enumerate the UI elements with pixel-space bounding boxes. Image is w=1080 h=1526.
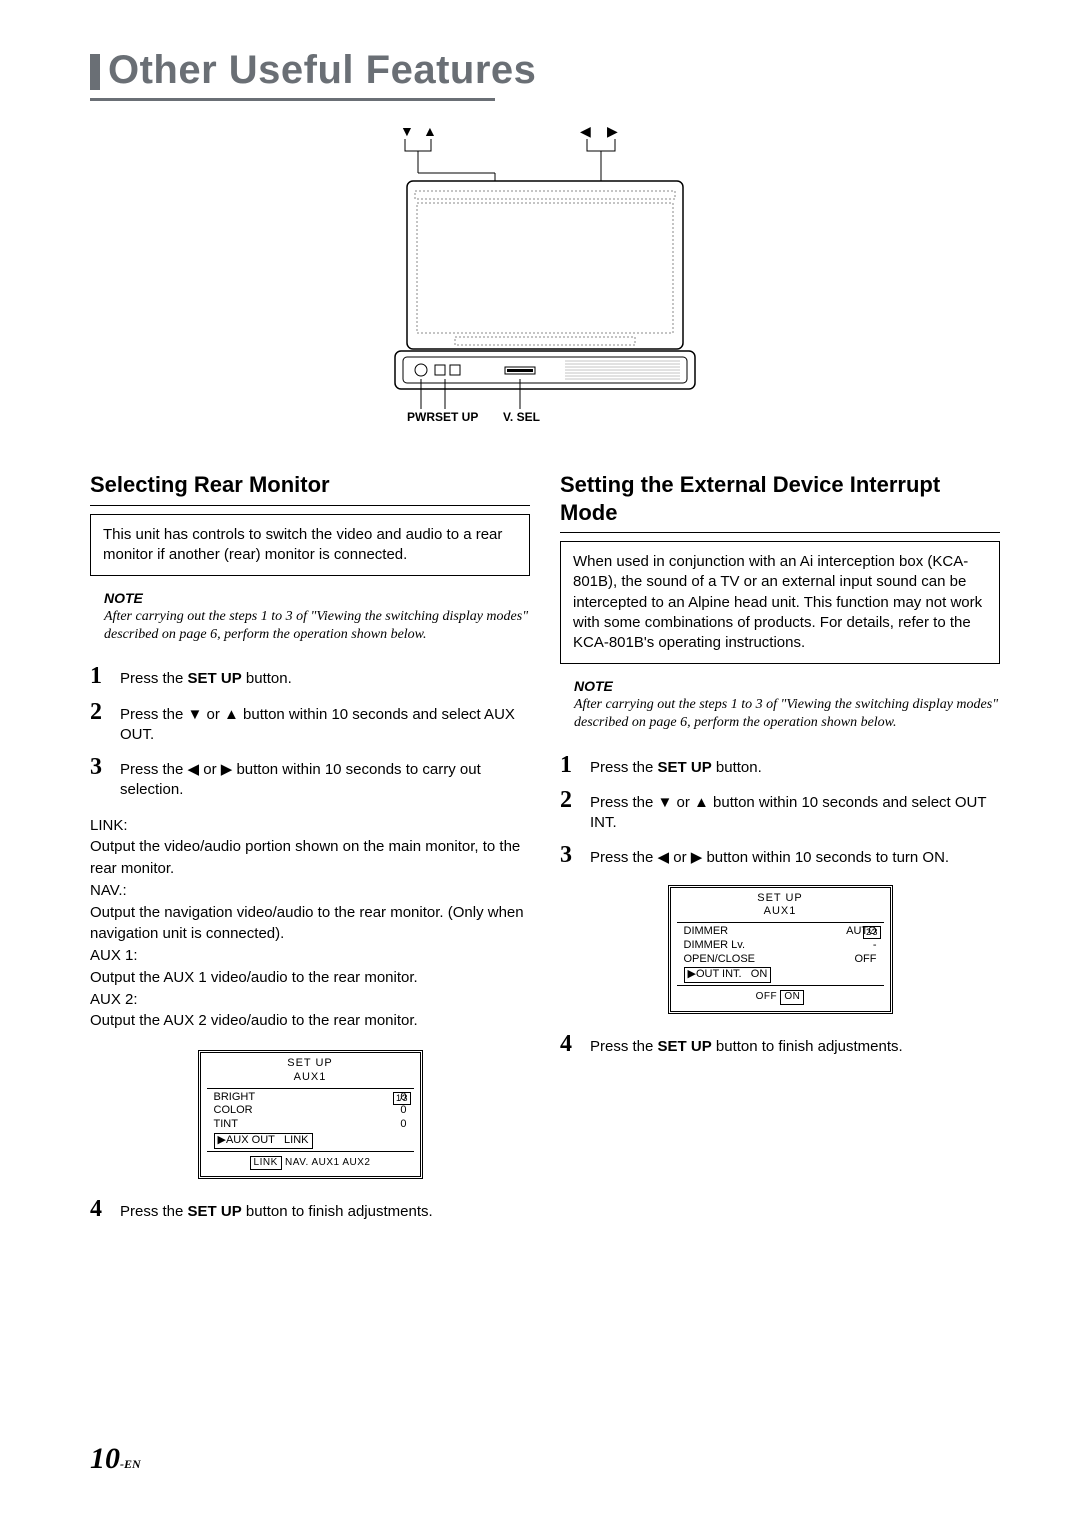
page-number: 10-EN (90, 1442, 141, 1476)
step-number: 3 (90, 755, 110, 779)
step-4: 4 Press the SET UP button to finish adju… (90, 1197, 530, 1222)
osd-options: OFF ON (677, 990, 884, 1005)
intro-box: This unit has controls to switch the vid… (90, 514, 530, 577)
diagram-label-pwr: PWR (407, 410, 435, 424)
section-heading: Selecting Rear Monitor (90, 471, 530, 499)
diagram-label-setup: SET UP (435, 410, 478, 424)
osd-page-badge: 1⁄3 (393, 1092, 411, 1105)
step-2: 2 Press the ▼ or ▲ button within 10 seco… (560, 788, 1000, 834)
step-text: Press the ▼ or ▲ button within 10 second… (120, 700, 530, 746)
step-3: 3 Press the ◀ or ▶ button within 10 seco… (560, 843, 1000, 868)
step-number: 2 (90, 700, 110, 724)
osd-sub: AUX1 (207, 1071, 414, 1085)
diagram-label-vsel: V. SEL (503, 410, 540, 424)
osd-page-badge: 2⁄3 (863, 926, 881, 939)
device-diagram: ▼ ▲ ◀ ▶ (385, 121, 705, 431)
arrow-right-icon: ▶ (607, 123, 618, 139)
note-label: NOTE (574, 678, 1000, 694)
step-number: 4 (560, 1032, 580, 1056)
step-text: Press the ▼ or ▲ button within 10 second… (590, 788, 1000, 834)
osd-screen-right: SET UP AUX1 2⁄3 DIMMERAUTO DIMMER Lv.- O… (668, 885, 893, 1014)
step-text: Press the SET UP button. (590, 753, 762, 778)
step-number: 1 (560, 753, 580, 777)
step-4: 4 Press the SET UP button to finish adju… (560, 1032, 1000, 1057)
osd-title: SET UP (207, 1057, 414, 1071)
title-accent-bar (90, 54, 100, 90)
title-underline (90, 98, 495, 101)
arrow-left-icon: ◀ (580, 123, 591, 139)
step-text: Press the ◀ or ▶ button within 10 second… (120, 755, 530, 801)
arrow-down-icon: ▼ (400, 123, 414, 139)
osd-screen-left: SET UP AUX1 1⁄3 BRIGHT0 COLOR0 TINT0 ▶AU… (198, 1050, 423, 1179)
section-heading: Setting the External Device Interrupt Mo… (560, 471, 1000, 526)
page-title: Other Useful Features (108, 50, 536, 90)
note-text: After carrying out the steps 1 to 3 of "… (574, 696, 1000, 732)
definitions: LINK:Output the video/audio portion show… (90, 815, 530, 1033)
step-text: Press the SET UP button. (120, 664, 292, 689)
note-text: After carrying out the steps 1 to 3 of "… (104, 608, 530, 644)
osd-options: LINK NAV. AUX1 AUX2 (207, 1156, 414, 1171)
step-number: 2 (560, 788, 580, 812)
step-1: 1 Press the SET UP button. (560, 753, 1000, 778)
step-number: 3 (560, 843, 580, 867)
intro-box: When used in conjunction with an Ai inte… (560, 541, 1000, 664)
osd-title: SET UP (677, 892, 884, 906)
step-text: Press the SET UP button to finish adjust… (590, 1032, 903, 1057)
step-1: 1 Press the SET UP button. (90, 664, 530, 689)
section-rear-monitor: Selecting Rear Monitor This unit has con… (90, 471, 530, 1232)
step-text: Press the SET UP button to finish adjust… (120, 1197, 433, 1222)
step-2: 2 Press the ▼ or ▲ button within 10 seco… (90, 700, 530, 746)
note-label: NOTE (104, 590, 530, 606)
step-text: Press the ◀ or ▶ button within 10 second… (590, 843, 949, 868)
section-interrupt-mode: Setting the External Device Interrupt Mo… (560, 471, 1000, 1232)
osd-sub: AUX1 (677, 905, 884, 919)
section-rule (560, 532, 1000, 533)
step-number: 1 (90, 664, 110, 688)
step-number: 4 (90, 1197, 110, 1221)
arrow-up-icon: ▲ (423, 123, 437, 139)
step-3: 3 Press the ◀ or ▶ button within 10 seco… (90, 755, 530, 801)
section-rule (90, 505, 530, 506)
